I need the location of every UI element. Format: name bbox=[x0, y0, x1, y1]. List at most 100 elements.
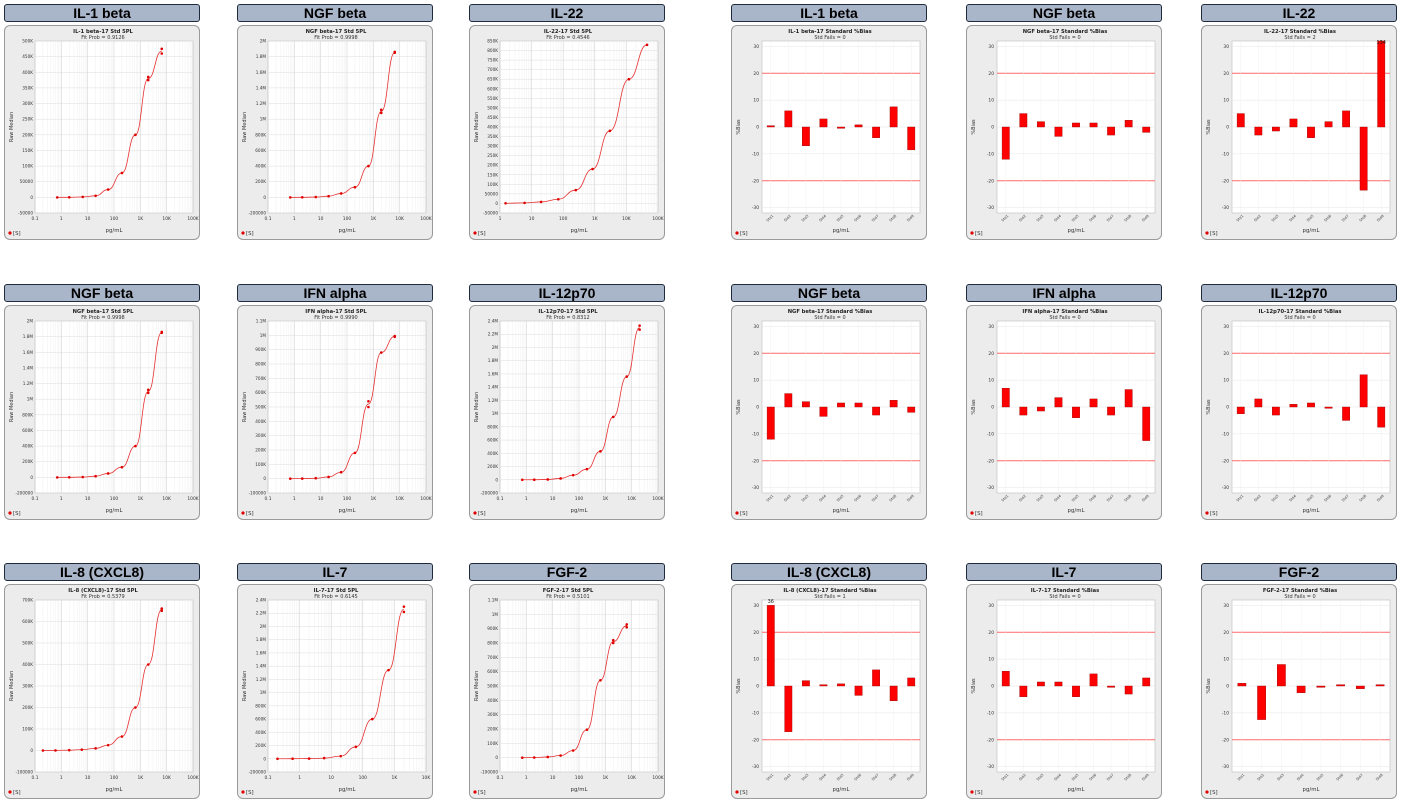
legend-label: [S] bbox=[478, 790, 486, 796]
y-tick-label: -10 bbox=[752, 710, 759, 716]
y-tick-label: 10 bbox=[753, 98, 759, 104]
y-tick-label: 30 bbox=[988, 324, 994, 330]
y-tick-label: -30 bbox=[987, 205, 994, 211]
bias-bar bbox=[784, 393, 793, 408]
legend-label: [S] bbox=[1210, 231, 1218, 237]
y-tick-label: 1.8M bbox=[488, 358, 499, 363]
data-point bbox=[288, 196, 292, 199]
x-axis-label: pg/mL bbox=[1068, 787, 1085, 793]
data-point bbox=[106, 743, 110, 747]
data-point bbox=[134, 444, 137, 448]
bar-annotation: 36 bbox=[768, 599, 774, 605]
data-point bbox=[160, 47, 164, 51]
chart-box: IL-1 beta-17 Standard %Bias Std Fails = 0… bbox=[731, 25, 927, 240]
y-tick-label: 2M bbox=[492, 345, 499, 350]
x-tick-label: 0.1 bbox=[32, 216, 39, 222]
panel-header: IL-12p70 bbox=[469, 284, 665, 302]
data-point bbox=[627, 77, 631, 81]
x-tick-label: 1K bbox=[137, 496, 143, 502]
y-tick-label: 0 bbox=[263, 476, 266, 481]
x-tick-label: Std8 bbox=[1124, 213, 1133, 222]
x-tick-label: 10K bbox=[162, 775, 171, 781]
bias-bar bbox=[1089, 398, 1098, 408]
chart-box: IFN alpha-17 Standard %Bias Std Fails = 0… bbox=[966, 305, 1162, 520]
x-tick-label: 10K bbox=[422, 775, 431, 781]
x-tick-label: Std8 bbox=[1124, 493, 1133, 502]
y-tick-label: 400K bbox=[487, 698, 498, 703]
x-tick-label: Std7 bbox=[871, 214, 880, 223]
data-point bbox=[300, 195, 304, 199]
y-tick-label: -10 bbox=[752, 151, 759, 157]
panel-c7: IL-8 (CXCL8) IL-8 (CXCL8)-17 Std 5PL Fit … bbox=[4, 563, 200, 799]
panel-header: IL-22 bbox=[1201, 4, 1397, 22]
x-axis-label: pg/mL bbox=[1068, 228, 1085, 234]
bias-bar bbox=[854, 685, 863, 696]
x-tick-label: 100K bbox=[420, 216, 431, 222]
legend-marker bbox=[735, 511, 739, 515]
y-tick-label: 0 bbox=[495, 755, 498, 760]
y-tick-label: 30 bbox=[753, 603, 759, 609]
y-tick-label: -50000 bbox=[483, 211, 498, 216]
bias-bar bbox=[802, 680, 810, 687]
bias-bar bbox=[766, 605, 775, 687]
data-point bbox=[146, 388, 150, 392]
bias-bar bbox=[1019, 113, 1028, 128]
data-point bbox=[354, 745, 358, 749]
y-tick-label: 200K bbox=[255, 179, 266, 184]
x-tick-label: 0.1 bbox=[497, 775, 504, 781]
y-tick-label: -20 bbox=[1222, 737, 1229, 743]
bias-bar bbox=[1107, 126, 1115, 136]
y-axis-label: Raw Median bbox=[474, 112, 480, 142]
chart-subtitle: Fit Prob = 0.5379 bbox=[81, 594, 124, 600]
bias-bar bbox=[802, 401, 810, 408]
panel-header: IL-12p70 bbox=[1201, 284, 1397, 302]
legend-marker bbox=[970, 511, 974, 515]
chart-title: IL-7-17 Std 5PL bbox=[314, 588, 359, 594]
y-tick-label: -30 bbox=[1222, 764, 1229, 770]
y-tick-label: 1.6M bbox=[256, 70, 267, 75]
chart-subtitle: Std Fails = 0 bbox=[814, 35, 845, 41]
y-axis-label: %Bias bbox=[1206, 678, 1212, 694]
y-tick-label: -100000 bbox=[16, 770, 34, 775]
y-tick-label: 20 bbox=[988, 351, 994, 357]
x-tick-label: 0.1 bbox=[265, 496, 272, 502]
y-tick-label: 1.6M bbox=[23, 350, 34, 355]
data-point bbox=[371, 717, 374, 721]
y-tick-label: 600K bbox=[487, 438, 498, 443]
data-point bbox=[307, 757, 311, 760]
data-point bbox=[625, 375, 629, 378]
y-tick-label: 50000 bbox=[485, 191, 499, 196]
panel-c5: IFN alpha IFN alpha-17 Std 5PL Fit Prob =… bbox=[237, 284, 433, 520]
bias-bar bbox=[1257, 685, 1266, 720]
chart-box: IL-8 (CXCL8)-17 Std 5PL Fit Prob = 0.5379… bbox=[4, 584, 200, 799]
bias-bar bbox=[1124, 389, 1133, 408]
x-tick-label: 1 bbox=[60, 216, 63, 222]
x-tick-label: Std6 bbox=[1324, 213, 1333, 222]
chart-title: IFN alpha-17 Standard %Bias bbox=[1022, 309, 1107, 315]
chart-box: FGF-2-17 Standard %Bias Std Fails = 0 %Bia… bbox=[1201, 584, 1397, 799]
x-tick-label: 1K bbox=[370, 216, 376, 222]
x-tick-label: 100 bbox=[110, 775, 119, 781]
chart-subtitle: Fit Prob = 0.6145 bbox=[314, 594, 357, 600]
bias-bar bbox=[1089, 122, 1098, 128]
chart-subtitle: Fit Prob = 0.4546 bbox=[546, 35, 589, 41]
data-point bbox=[559, 477, 562, 480]
bias-bar bbox=[1072, 122, 1080, 128]
x-tick-label: Std6 bbox=[1089, 493, 1098, 502]
y-tick-label: 500K bbox=[22, 39, 33, 44]
data-point bbox=[146, 78, 150, 82]
y-tick-label: 800K bbox=[255, 362, 266, 367]
data-point bbox=[106, 472, 110, 475]
y-tick-label: 1.1M bbox=[488, 598, 499, 603]
data-point bbox=[160, 52, 164, 55]
data-point bbox=[81, 195, 85, 199]
y-tick-label: 30 bbox=[988, 44, 994, 50]
x-tick-label: Std6 bbox=[1089, 772, 1098, 781]
data-point bbox=[532, 756, 536, 759]
x-axis-label: pg/mL bbox=[339, 228, 356, 234]
y-tick-label: 850K bbox=[487, 39, 498, 44]
